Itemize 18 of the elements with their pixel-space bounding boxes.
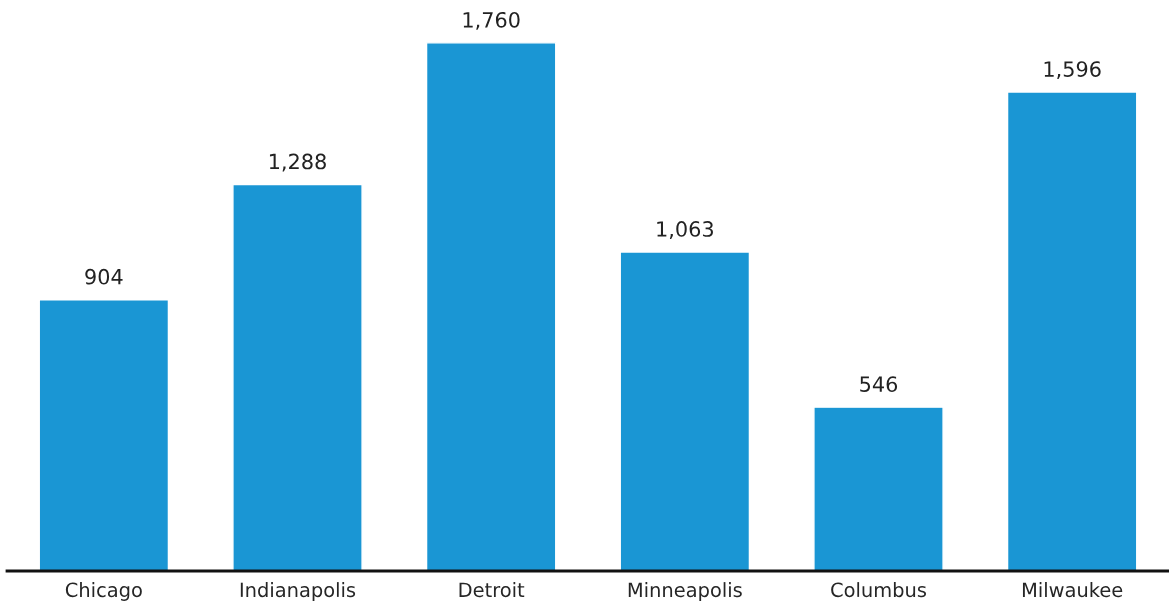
bar <box>232 183 363 571</box>
data-label: 904 <box>85 268 123 285</box>
data-label: 546 <box>860 376 898 393</box>
x-tick-label: Chicago <box>65 582 142 601</box>
bar <box>619 251 751 571</box>
data-label: 1,596 <box>1044 61 1101 80</box>
x-tick-label: Indianapolis <box>240 582 356 601</box>
data-label: 1,063 <box>657 221 713 239</box>
bar <box>425 42 557 571</box>
bar <box>1006 91 1138 571</box>
x-tick-label: Minneapolis <box>628 582 742 601</box>
bar <box>38 299 170 571</box>
data-label: 1,288 <box>269 153 326 172</box>
x-tick-label: Detroit <box>459 582 525 598</box>
bar <box>813 406 944 571</box>
x-tick-label: Milwaukee <box>1022 582 1123 598</box>
x-tick-label: Columbus <box>831 582 927 598</box>
data-label: 1,760 <box>463 11 520 30</box>
